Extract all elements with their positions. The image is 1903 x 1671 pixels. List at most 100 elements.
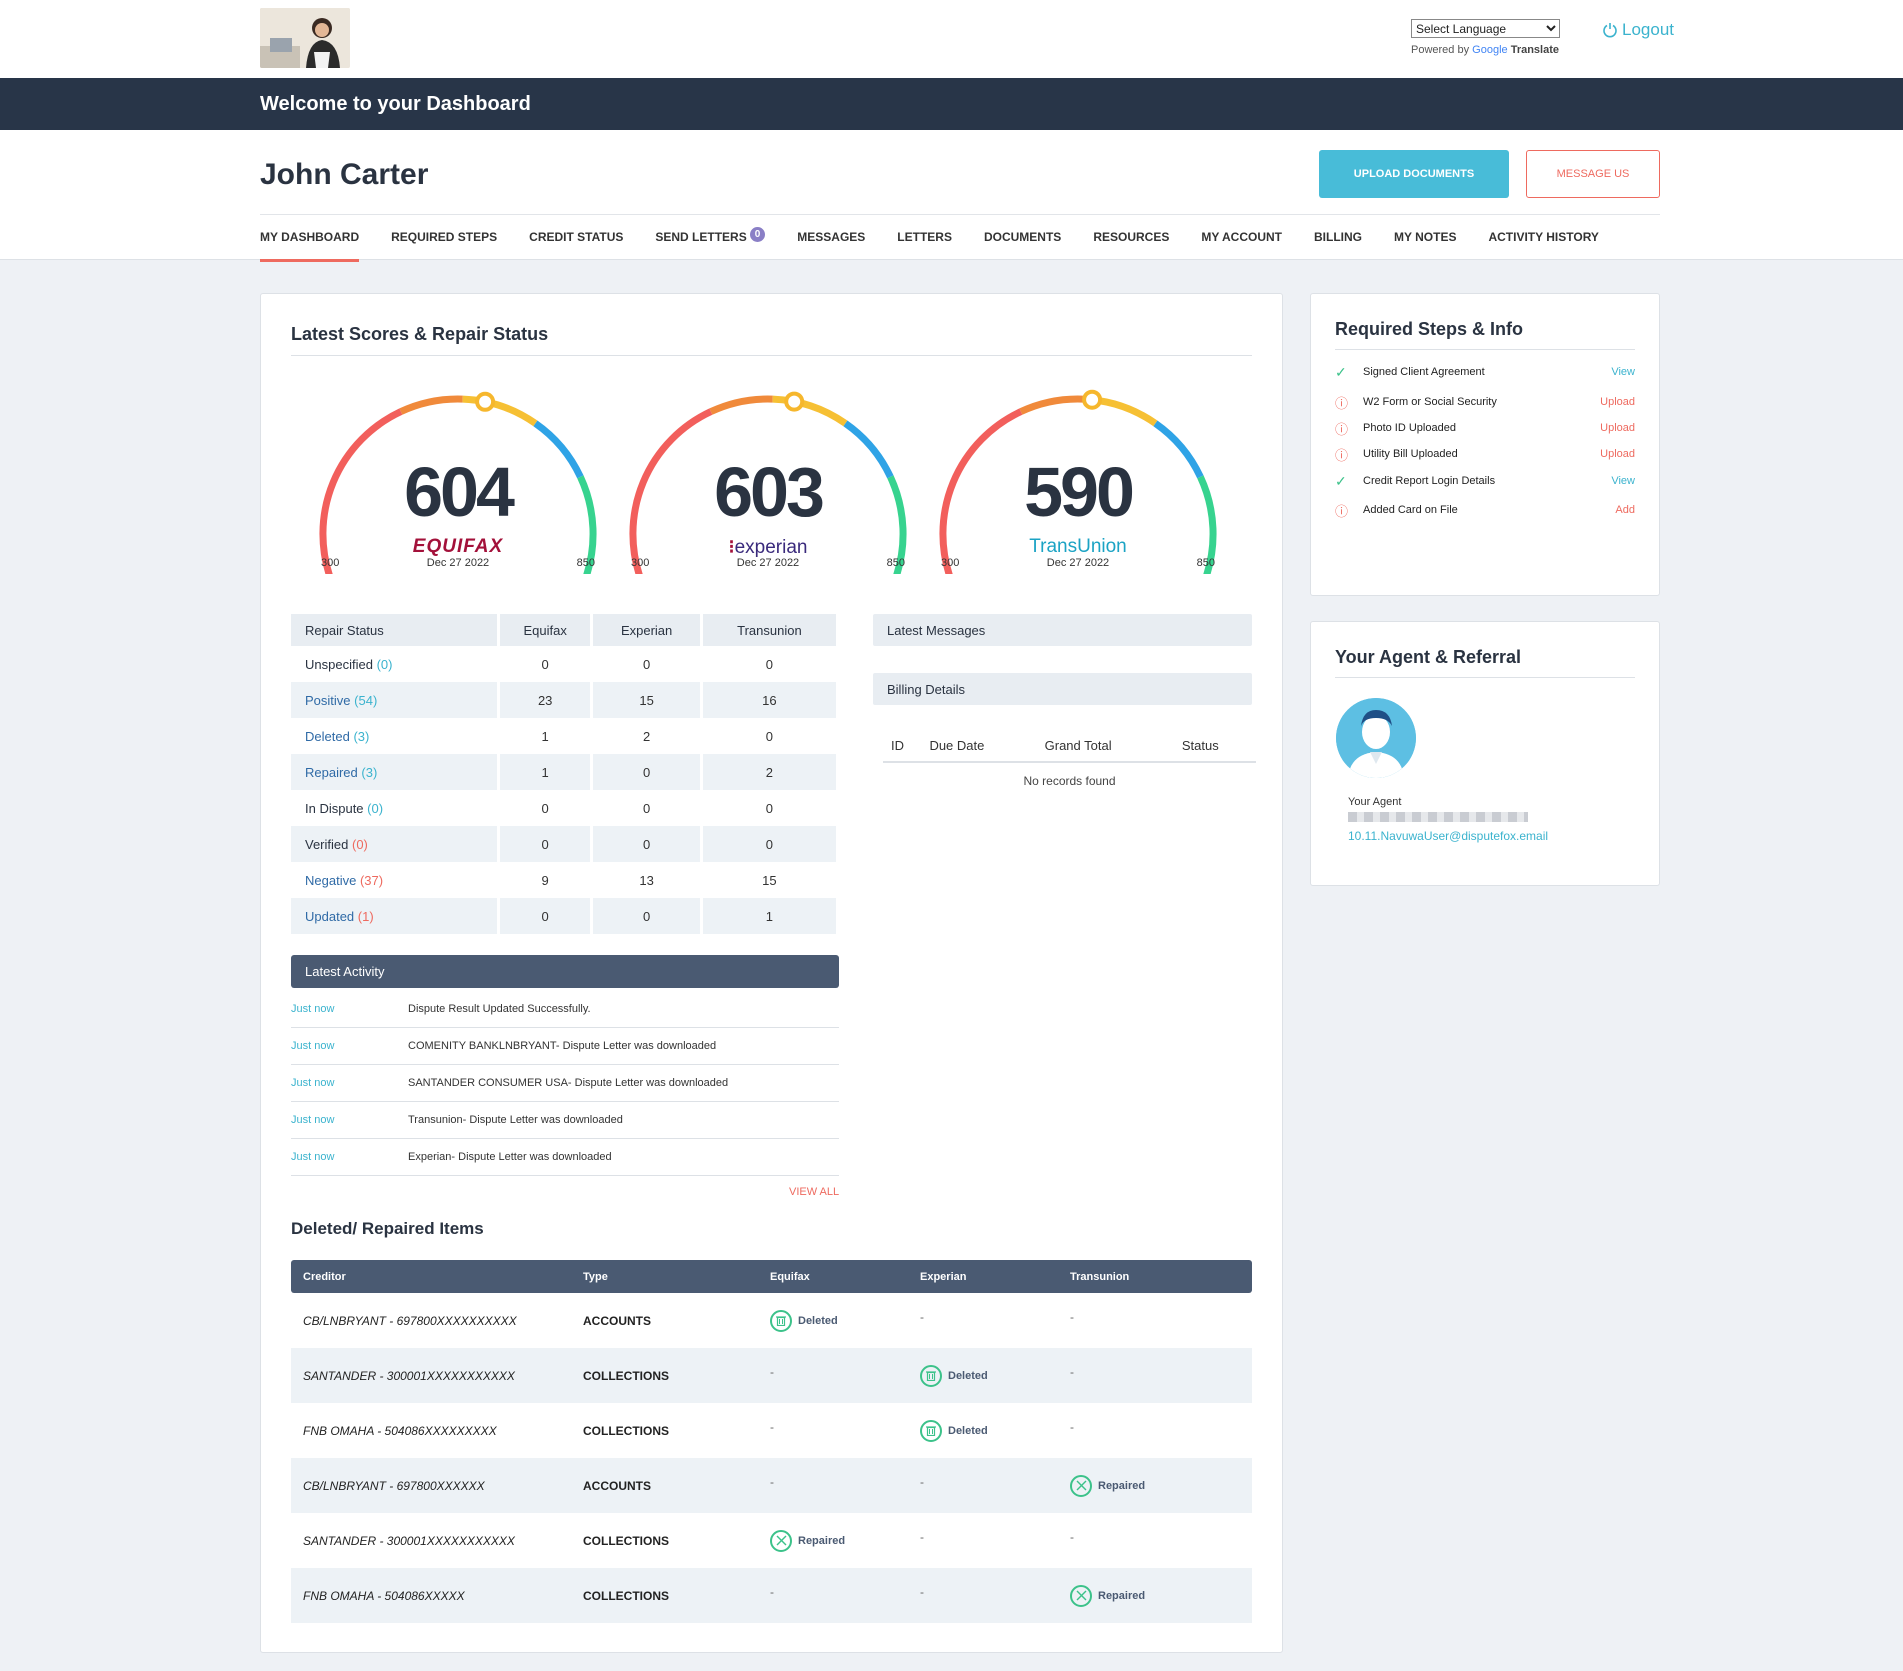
step-action-link[interactable]: Add	[1615, 504, 1635, 516]
billing-empty: No records found	[1023, 773, 1116, 788]
col-equifax: Equifax	[498, 614, 594, 646]
creditor-name: CB/LNBRYANT - 697800XXXXXX	[291, 1458, 571, 1513]
agent-email-link[interactable]: 10.11.NavuwaUser@disputefox.email	[1348, 829, 1549, 843]
tab-my-account[interactable]: MY ACCOUNT	[1201, 230, 1282, 244]
activity-item: Just now Experian- Dispute Letter was dow…	[291, 1139, 839, 1176]
account-type: COLLECTIONS	[571, 1348, 758, 1403]
status-repaired: Repaired	[770, 1529, 845, 1552]
activity-time[interactable]: Just now	[291, 1040, 335, 1052]
equifax-count: 1	[498, 718, 594, 754]
tab-send-letters[interactable]: SEND LETTERS 0	[655, 227, 766, 260]
col-dr-equifax: Equifax	[758, 1260, 908, 1293]
language-selector[interactable]: Select Language	[1411, 19, 1560, 38]
gauge-max: 850	[576, 557, 595, 569]
experian-count: 2	[591, 718, 703, 754]
gauge-segment	[887, 475, 907, 582]
step-action-link[interactable]: View	[1611, 475, 1635, 487]
status-repaired: Repaired	[1070, 1584, 1146, 1607]
repair-status-label[interactable]: Verified (0)	[291, 826, 500, 862]
creditor-name: FNB OMAHA - 504086XXXXX	[291, 1568, 571, 1623]
tab-required-steps[interactable]: REQUIRED STEPS	[391, 230, 498, 244]
table-row: FNB OMAHA - 504086XXXXXXXXX COLLECTIONS …	[291, 1403, 1252, 1458]
experian-count: 0	[591, 898, 703, 934]
col-creditor: Creditor	[291, 1260, 571, 1293]
alert-circle-icon: ⓘ	[1335, 395, 1349, 411]
gauge-arc	[319, 391, 597, 582]
alert-circle-icon: ⓘ	[1335, 503, 1349, 519]
repair-status-label[interactable]: Repaired (3)	[291, 754, 500, 790]
score-date: Dec 27 2022	[426, 557, 490, 569]
tab-letters[interactable]: LETTERS	[897, 230, 952, 244]
status-count: (1)	[357, 908, 374, 924]
transunion-status: -	[1058, 1403, 1252, 1458]
experian-count: 13	[591, 862, 703, 898]
translate-link[interactable]: Translate	[1510, 44, 1560, 56]
col-dr-transunion: Transunion	[1058, 1260, 1252, 1293]
tab-my-dashboard[interactable]: MY DASHBOARD	[260, 230, 360, 262]
tab-messages[interactable]: MESSAGES	[797, 230, 866, 244]
equifax-count: 23	[498, 682, 594, 718]
activity-message: Dispute Result Updated Successfully.	[408, 1003, 591, 1015]
tab-billing[interactable]: BILLING	[1314, 230, 1362, 244]
transunion-count: 0	[701, 826, 840, 862]
gauge-min: 300	[631, 557, 650, 569]
empty-value: -	[920, 1584, 924, 1599]
tab-resources[interactable]: RESOURCES	[1093, 230, 1170, 244]
repair-status-label[interactable]: Updated (1)	[291, 898, 500, 934]
repair-status-label[interactable]: Unspecified (0)	[291, 646, 500, 682]
tab-activity-history[interactable]: ACTIVITY HISTORY	[1488, 230, 1599, 244]
message-us-button[interactable]: MESSAGE US	[1526, 150, 1660, 198]
status-name: Repaired	[305, 764, 358, 780]
bureau-transunion: TransUnion	[1029, 536, 1127, 557]
gauge-transunion: 590 TransUnion 300 Dec 27 2022 850	[933, 384, 1223, 582]
powered-by-google: Powered by Google Translate	[1411, 44, 1559, 56]
experian-status: -	[908, 1513, 1058, 1568]
activity-time[interactable]: Just now	[291, 1151, 335, 1163]
status-text: Repaired	[1098, 1589, 1146, 1602]
activity-list: Just now Dispute Result Updated Successfu…	[291, 991, 839, 1176]
repair-status-row: Positive (54) 23 15 16	[291, 682, 840, 718]
account-type: COLLECTIONS	[571, 1568, 758, 1623]
step-action-link[interactable]: Upload	[1600, 396, 1635, 408]
tools-icon	[1070, 1584, 1092, 1607]
check-icon: ✓	[1335, 472, 1347, 489]
equifax-count: 1	[498, 754, 594, 790]
logout-button[interactable]: Logout	[1602, 20, 1674, 40]
activity-time[interactable]: Just now	[291, 1003, 335, 1015]
repair-status-label[interactable]: Deleted (3)	[291, 718, 500, 754]
view-all-link[interactable]: VIEW ALL	[789, 1186, 840, 1198]
tools-icon	[770, 1529, 792, 1552]
experian-status: -	[908, 1293, 1058, 1348]
google-logo: Google	[1472, 44, 1508, 56]
score-date: Dec 27 2022	[736, 557, 800, 569]
step-label: Photo ID Uploaded	[1363, 422, 1456, 434]
repair-status-label[interactable]: Positive (54)	[291, 682, 500, 718]
tab-my-notes[interactable]: MY NOTES	[1394, 230, 1457, 244]
gauge-segment	[1197, 475, 1217, 582]
transunion-status: -	[1058, 1293, 1252, 1348]
experian-count: 0	[591, 826, 703, 862]
required-steps-card: Required Steps & Info ✓ Signed Client Agr…	[1310, 293, 1660, 596]
gauge-min: 300	[941, 557, 960, 569]
repair-status-label[interactable]: In Dispute (0)	[291, 790, 500, 826]
experian-count: 15	[591, 682, 703, 718]
activity-time[interactable]: Just now	[291, 1077, 335, 1089]
table-row: CB/LNBRYANT - 697800XXXXXXXXXX ACCOUNTS …	[291, 1293, 1252, 1348]
equifax-count: 0	[498, 898, 594, 934]
language-select[interactable]: Select Language	[1411, 19, 1560, 38]
step-action-link[interactable]: View	[1611, 366, 1635, 378]
table-row: SANTANDER - 300001XXXXXXXXXXX COLLECTION…	[291, 1348, 1252, 1403]
transunion-status: Repaired	[1058, 1568, 1252, 1623]
step-action-link[interactable]: Upload	[1600, 448, 1635, 460]
repair-status-label[interactable]: Negative (37)	[291, 862, 500, 898]
tab-documents[interactable]: DOCUMENTS	[983, 230, 1062, 244]
activity-item: Just now SANTANDER CONSUMER USA- Dispute …	[291, 1065, 839, 1102]
upload-documents-button[interactable]: UPLOAD DOCUMENTS	[1319, 150, 1509, 198]
status-deleted: Deleted	[770, 1309, 838, 1332]
repair-status-row: Unspecified (0) 0 0 0	[291, 646, 840, 682]
gauge-segment	[319, 408, 403, 582]
activity-time[interactable]: Just now	[291, 1114, 335, 1126]
tab-credit-status[interactable]: CREDIT STATUS	[529, 230, 624, 244]
step-action-link[interactable]: Upload	[1600, 422, 1635, 434]
step-label: Added Card on File	[1363, 504, 1458, 516]
